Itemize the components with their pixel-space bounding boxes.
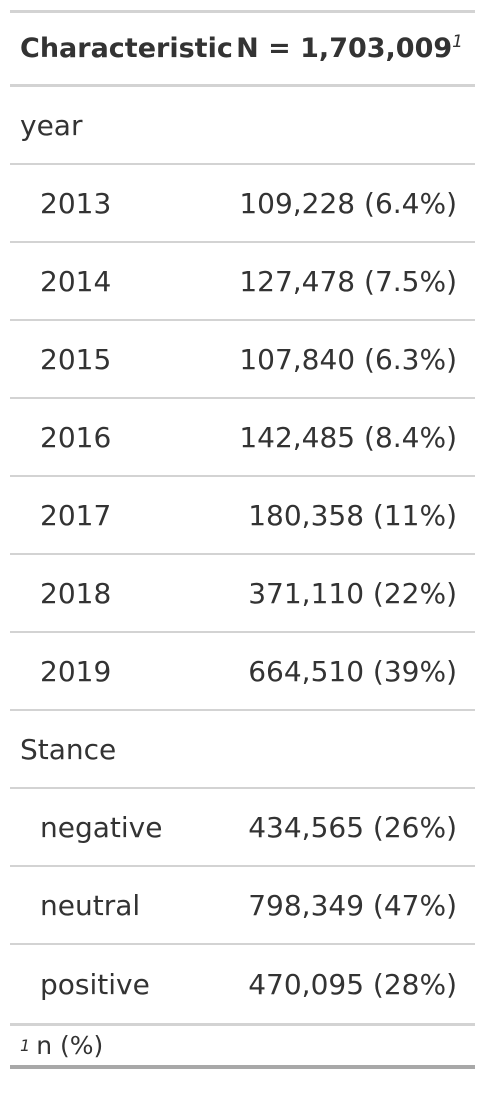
table-row: 2014 127,478 (7.5%) bbox=[10, 243, 475, 321]
row-label: 2014 bbox=[40, 264, 112, 298]
row-label: 2013 bbox=[40, 186, 112, 220]
group-row-year: year bbox=[10, 87, 475, 165]
table-row: 2013 109,228 (6.4%) bbox=[10, 165, 475, 243]
table-footnote: 1 n (%) bbox=[10, 1023, 475, 1069]
row-value: 180,358 (11%) bbox=[248, 498, 457, 532]
row-label: 2016 bbox=[40, 420, 112, 454]
row-label: 2019 bbox=[40, 654, 112, 688]
row-label: negative bbox=[40, 810, 163, 844]
header-n: N = 1,703,0091 bbox=[236, 33, 475, 64]
table-row: 2019 664,510 (39%) bbox=[10, 633, 475, 711]
table-row: 2018 371,110 (22%) bbox=[10, 555, 475, 633]
row-value: 127,478 (7.5%) bbox=[239, 264, 457, 298]
group-label: year bbox=[20, 108, 83, 142]
group-row-stance: Stance bbox=[10, 711, 475, 789]
header-characteristic: Characteristic bbox=[20, 33, 233, 64]
table-header-row: Characteristic N = 1,703,0091 bbox=[10, 13, 475, 87]
row-label: 2017 bbox=[40, 498, 112, 532]
row-value: 142,485 (8.4%) bbox=[239, 420, 457, 454]
summary-table: Characteristic N = 1,703,0091 year 2013 … bbox=[10, 10, 475, 1069]
row-value: 109,228 (6.4%) bbox=[239, 186, 457, 220]
row-label: neutral bbox=[40, 888, 141, 922]
header-footnote-marker: 1 bbox=[452, 32, 463, 52]
row-label: 2018 bbox=[40, 576, 112, 610]
row-value: 664,510 (39%) bbox=[248, 654, 457, 688]
row-value: 107,840 (6.3%) bbox=[239, 342, 457, 376]
row-value: 798,349 (47%) bbox=[248, 888, 457, 922]
row-value: 434,565 (26%) bbox=[248, 810, 457, 844]
footnote-text: n (%) bbox=[36, 1031, 104, 1060]
table-row: 2017 180,358 (11%) bbox=[10, 477, 475, 555]
row-value: 470,095 (28%) bbox=[248, 967, 457, 1001]
table-row: 2015 107,840 (6.3%) bbox=[10, 321, 475, 399]
table-row: neutral 798,349 (47%) bbox=[10, 867, 475, 945]
table-row: 2016 142,485 (8.4%) bbox=[10, 399, 475, 477]
table-row: positive 470,095 (28%) bbox=[10, 945, 475, 1023]
row-label: 2015 bbox=[40, 342, 112, 376]
table-row: negative 434,565 (26%) bbox=[10, 789, 475, 867]
row-label: positive bbox=[40, 967, 150, 1001]
group-label: Stance bbox=[20, 732, 117, 766]
header-n-label: N = 1,703,009 bbox=[236, 33, 453, 64]
row-value: 371,110 (22%) bbox=[248, 576, 457, 610]
